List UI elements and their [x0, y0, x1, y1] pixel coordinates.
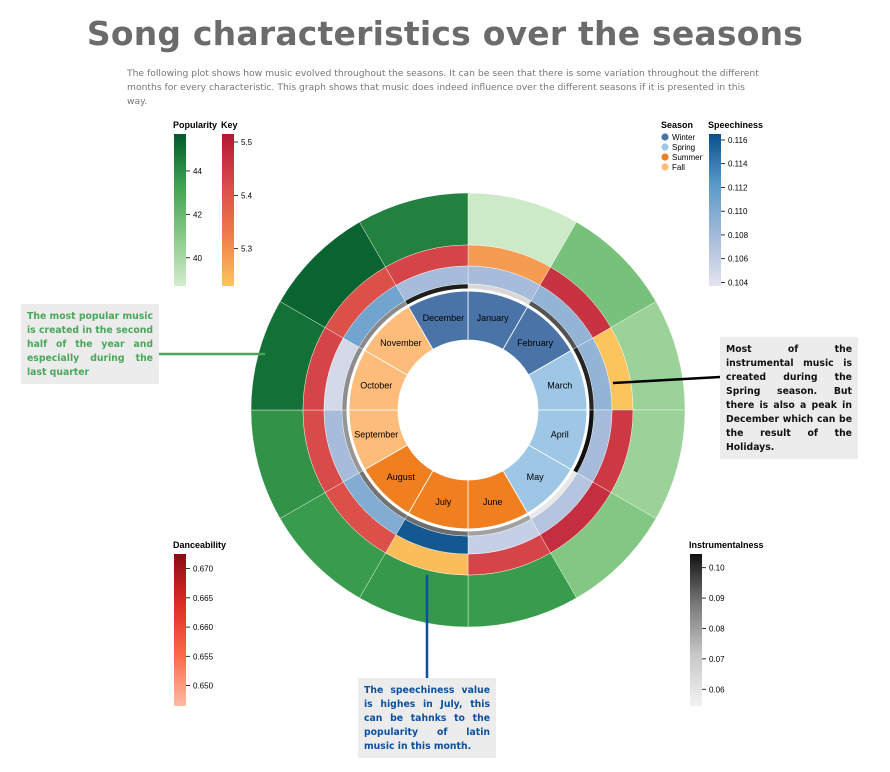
legend-instrumentalness-bar — [690, 554, 702, 706]
month-label-june: June — [483, 497, 503, 507]
legend-tick-label: 0.670 — [193, 565, 214, 574]
legend-tick-label: 0.650 — [193, 682, 214, 691]
month-label-layer: January February March April May June July Augu… — [354, 313, 572, 507]
legend-tick-label: 0.07 — [709, 655, 725, 664]
legend-popularity: Popularity 44 42 40 — [173, 120, 217, 286]
legend-tick-label: 0.655 — [193, 652, 214, 661]
legend-tick-label: 40 — [193, 254, 202, 263]
legend-tick-label: 5.3 — [241, 245, 253, 254]
legend-speechiness-title: Speechiness — [708, 120, 763, 130]
season-label-winter: Winter — [672, 133, 695, 142]
month-label-march: March — [547, 380, 572, 390]
legend-tick-label: 0.114 — [728, 160, 748, 169]
legend-instrumentalness: Instrumentalness 0.10 0.09 0.08 0.07 0.06 — [689, 540, 764, 706]
legend-speechiness: Speechiness 0.116 0.114 0.112 0.110 0.108 0.1… — [708, 120, 763, 287]
month-label-april: April — [551, 430, 569, 440]
legend-tick-label: 0.660 — [193, 623, 214, 632]
month-label-december: December — [423, 313, 465, 323]
season-ring-edge — [346, 288, 590, 532]
season-swatch-winter — [661, 133, 669, 141]
legend-danceability-title: Danceability — [173, 540, 226, 550]
legend-season-title: Season — [661, 120, 693, 130]
legend-tick-label: 0.06 — [709, 685, 725, 694]
legend-danceability-bar — [174, 554, 186, 706]
legend-popularity-bar — [174, 134, 186, 286]
legend-key: Key 5.5 5.4 5.3 — [221, 120, 253, 286]
month-label-july: July — [435, 497, 452, 507]
season-swatch-summer — [661, 153, 669, 161]
annotation-instrumental-music: Most of the instrumental music is create… — [720, 337, 858, 459]
season-swatch-spring — [661, 143, 669, 151]
season-label-spring: Spring — [672, 143, 695, 152]
legend-tick-label: 5.5 — [241, 138, 253, 147]
annotation-popular-music: The most popular music is created in the… — [21, 304, 159, 384]
legend-instrumentalness-title: Instrumentalness — [689, 540, 764, 550]
annotation-connectors — [159, 352, 721, 678]
month-label-january: January — [477, 313, 510, 323]
legend-tick-label: 0.112 — [728, 183, 748, 192]
legend-tick-label: 0.10 — [709, 564, 725, 573]
legend-key-bar — [222, 134, 234, 286]
connector-instrumental — [612, 375, 721, 385]
legend-tick-label: 0.09 — [709, 594, 725, 603]
legend-tick-label: 0.106 — [728, 255, 749, 264]
month-label-november: November — [380, 338, 422, 348]
legend-tick-label: 0.104 — [728, 278, 749, 287]
legend-tick-label: 42 — [193, 210, 202, 219]
legend-key-title: Key — [221, 120, 238, 130]
season-label-summer: Summer — [672, 153, 703, 162]
legend-tick-label: 0.08 — [709, 624, 725, 633]
legend-tick-label: 0.116 — [728, 136, 748, 145]
legend-danceability: Danceability 0.670 0.665 0.660 0.655 0.650 — [173, 540, 226, 706]
legend-popularity-title: Popularity — [173, 120, 217, 130]
annotation-speechiness: The speechiness value is highes in July,… — [358, 678, 496, 758]
season-label-fall: Fall — [672, 163, 685, 172]
month-label-may: May — [527, 472, 545, 482]
season-swatch-fall — [661, 163, 669, 171]
month-label-october: October — [360, 380, 392, 390]
legend-speechiness-bar — [709, 134, 721, 286]
page-title: Song characteristics over the seasons — [86, 14, 804, 53]
month-label-august: August — [387, 472, 416, 482]
legend-tick-label: 5.4 — [241, 191, 253, 200]
legend-tick-label: 0.665 — [193, 594, 214, 603]
month-label-september: September — [354, 430, 398, 440]
legend-tick-label: 44 — [193, 167, 202, 176]
month-label-february: February — [517, 338, 554, 348]
legend-tick-label: 0.108 — [728, 231, 749, 240]
ring-layer — [250, 192, 686, 628]
page-subtitle: The following plot shows how music evolv… — [127, 68, 759, 107]
legend-tick-label: 0.110 — [728, 207, 748, 216]
